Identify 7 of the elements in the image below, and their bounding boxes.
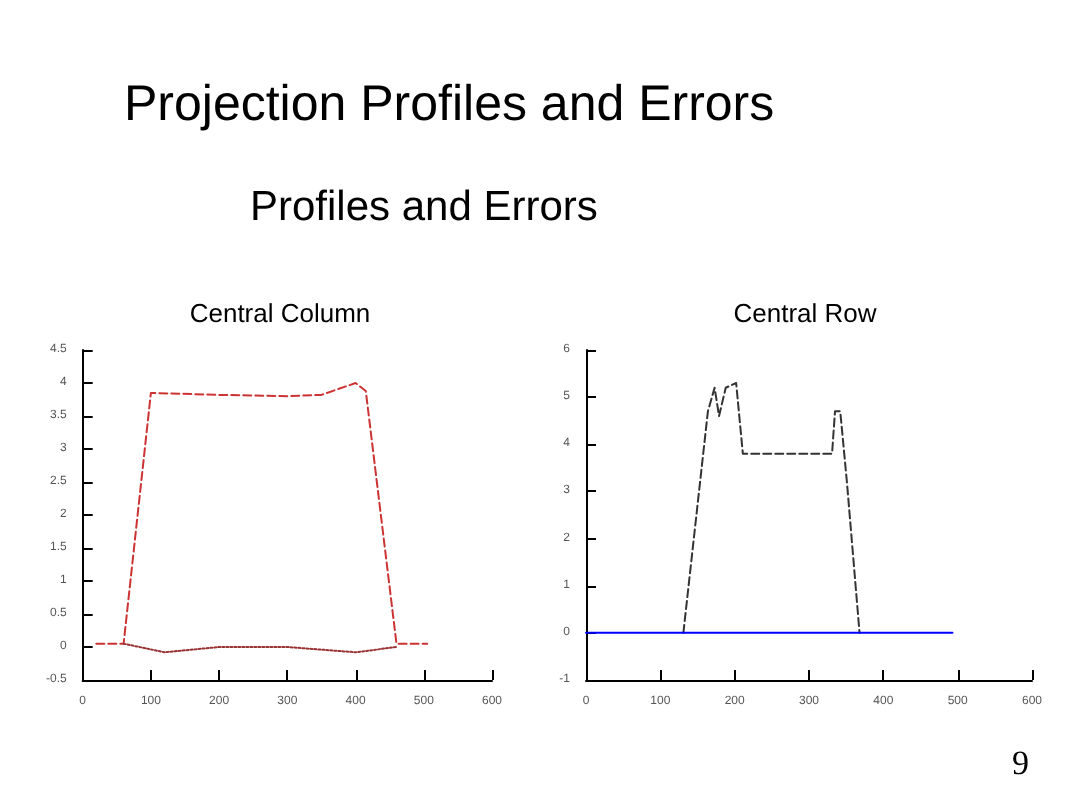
text: Projection Profiles and Errors <box>124 76 775 134</box>
line-series <box>682 382 861 634</box>
line-series <box>95 382 429 645</box>
text: 9 <box>1012 744 1029 784</box>
chart-title: Central Column <box>189 298 371 328</box>
chart-title: Central Row <box>733 298 878 328</box>
text: Profiles and Errors <box>250 184 598 232</box>
